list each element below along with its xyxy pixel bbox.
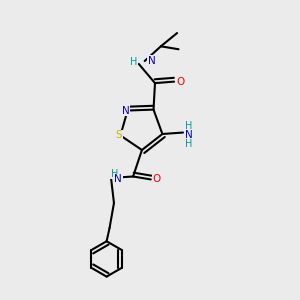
Text: H: H — [185, 139, 193, 149]
Text: O: O — [152, 174, 161, 184]
Text: N: N — [122, 106, 129, 116]
Text: O: O — [176, 76, 184, 87]
Text: N: N — [185, 130, 193, 140]
Text: S: S — [116, 130, 122, 140]
Text: H: H — [185, 121, 193, 131]
Text: N: N — [148, 56, 155, 66]
Text: H: H — [111, 169, 118, 178]
Text: N: N — [115, 174, 122, 184]
Text: H: H — [130, 58, 137, 68]
